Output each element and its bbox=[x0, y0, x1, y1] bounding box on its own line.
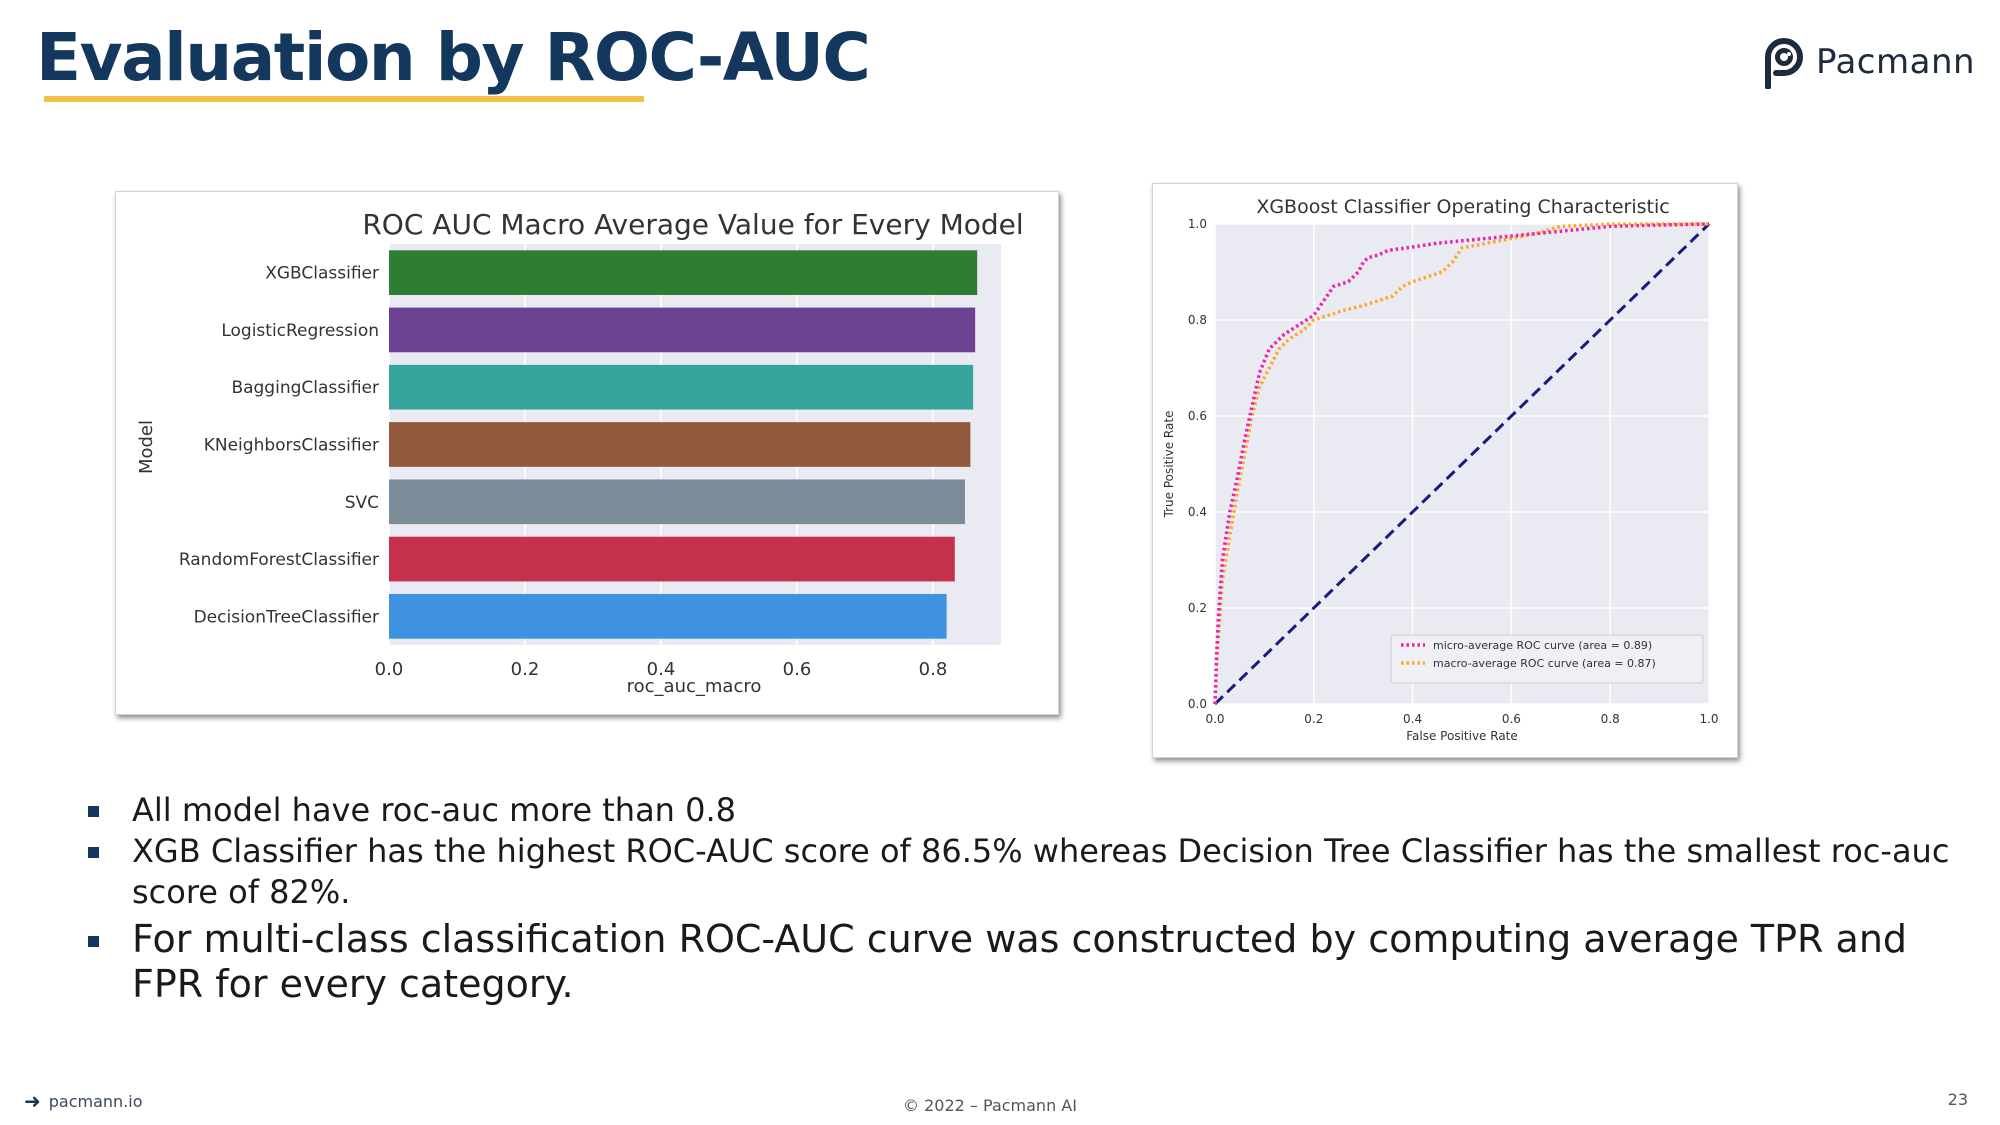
legend-entry: macro-average ROC curve (area = 0.87) bbox=[1433, 657, 1656, 670]
roc-chart-xlabel: False Positive Rate bbox=[1406, 729, 1518, 743]
y-tick-label: 0.2 bbox=[1188, 601, 1207, 615]
bullet-marker bbox=[88, 936, 99, 947]
roc-curve-chart: XGBoost Classifier Operating Characteris… bbox=[1162, 196, 1719, 743]
bar-RandomForestClassifier bbox=[389, 536, 955, 582]
bar-chart-panel: ROC AUC Macro Average Value for Every Mo… bbox=[115, 191, 1059, 715]
arrow-right-icon: ➜ bbox=[24, 1089, 41, 1113]
x-tick-label: 1.0 bbox=[1699, 712, 1718, 726]
footer-website-text: pacmann.io bbox=[48, 1091, 143, 1111]
y-tick-label: KNeighborsClassifier bbox=[204, 436, 379, 456]
y-tick-label: 0.4 bbox=[1188, 505, 1207, 519]
y-tick-label: LogisticRegression bbox=[221, 321, 379, 341]
logo-text: Pacmann bbox=[1816, 42, 1976, 82]
legend-entry: micro-average ROC curve (area = 0.89) bbox=[1433, 639, 1652, 652]
footer-copyright: © 2022 – Pacmann AI bbox=[903, 1096, 1077, 1115]
pacmann-logo-icon bbox=[1765, 38, 1803, 89]
x-tick-label: 0.6 bbox=[783, 659, 812, 680]
legend-box bbox=[1390, 634, 1704, 684]
page-number: 23 bbox=[1947, 1090, 1968, 1109]
y-tick-label: SVC bbox=[345, 493, 379, 513]
bullet-text: For multi-class classification ROC-AUC c… bbox=[132, 917, 1908, 1006]
roc-curve-panel: XGBoost Classifier Operating Characteris… bbox=[1152, 183, 1738, 758]
bar-BaggingClassifier bbox=[389, 364, 974, 410]
bullet-marker bbox=[88, 847, 99, 858]
x-tick-label: 0.8 bbox=[1601, 712, 1620, 726]
bar-DecisionTreeClassifier bbox=[389, 594, 947, 639]
brand-logo: Pacmann bbox=[1762, 34, 1975, 90]
bullet-text: XGB Classifier has the highest ROC-AUC s… bbox=[132, 832, 1950, 911]
bar-chart-title: ROC AUC Macro Average Value for Every Mo… bbox=[362, 208, 1023, 241]
roc-chart-ylabel: True Positive Rate bbox=[1162, 411, 1176, 519]
bullet-marker bbox=[88, 806, 99, 817]
bar-SVC bbox=[389, 479, 965, 525]
y-tick-label: 0.6 bbox=[1188, 409, 1207, 423]
bar-XGBClassifier bbox=[389, 250, 978, 295]
roc-auc-bar-chart: ROC AUC Macro Average Value for Every Mo… bbox=[136, 208, 1024, 697]
y-tick-label: 1.0 bbox=[1188, 217, 1207, 231]
bar-chart-xlabel: roc_auc_macro bbox=[627, 676, 762, 697]
y-tick-label: XGBClassifier bbox=[265, 264, 379, 284]
title-underline bbox=[44, 96, 644, 102]
x-tick-label: 0.0 bbox=[1205, 712, 1224, 726]
bullet-text: All model have roc-auc more than 0.8 bbox=[132, 791, 737, 829]
bar-chart-ylabel: Model bbox=[136, 420, 157, 474]
x-tick-label: 0.6 bbox=[1502, 712, 1521, 726]
x-tick-label: 0.0 bbox=[375, 659, 404, 680]
bar-LogisticRegression bbox=[389, 307, 976, 353]
bullet-item: For multi-class classification ROC-AUC c… bbox=[88, 917, 1968, 1007]
y-tick-label: 0.0 bbox=[1188, 697, 1207, 711]
series-line-micro-average bbox=[1213, 222, 1710, 705]
bar-KNeighborsClassifier bbox=[389, 422, 971, 467]
roc-chart-title: XGBoost Classifier Operating Characteris… bbox=[1256, 196, 1669, 218]
x-tick-label: 0.2 bbox=[1304, 712, 1323, 726]
bullet-item: XGB Classifier has the highest ROC-AUC s… bbox=[88, 831, 1968, 913]
y-tick-label: BaggingClassifier bbox=[231, 378, 379, 398]
series-line-diagonal bbox=[1213, 222, 1711, 706]
x-tick-label: 0.4 bbox=[1403, 712, 1422, 726]
x-tick-label: 0.4 bbox=[647, 659, 676, 680]
bullet-list: All model have roc-auc more than 0.8 XGB… bbox=[88, 790, 1968, 1007]
x-tick-label: 0.2 bbox=[511, 659, 540, 680]
y-tick-label: 0.8 bbox=[1188, 313, 1207, 327]
y-tick-label: DecisionTreeClassifier bbox=[194, 607, 379, 627]
footer-website[interactable]: ➜ pacmann.io bbox=[24, 1089, 143, 1113]
legend: micro-average ROC curve (area = 0.89) mac… bbox=[1390, 634, 1704, 684]
bullet-item: All model have roc-auc more than 0.8 bbox=[88, 790, 1968, 831]
y-tick-label: RandomForestClassifier bbox=[179, 550, 379, 570]
x-tick-label: 0.8 bbox=[919, 659, 948, 680]
page-title: Evaluation by ROC-AUC bbox=[36, 19, 871, 96]
